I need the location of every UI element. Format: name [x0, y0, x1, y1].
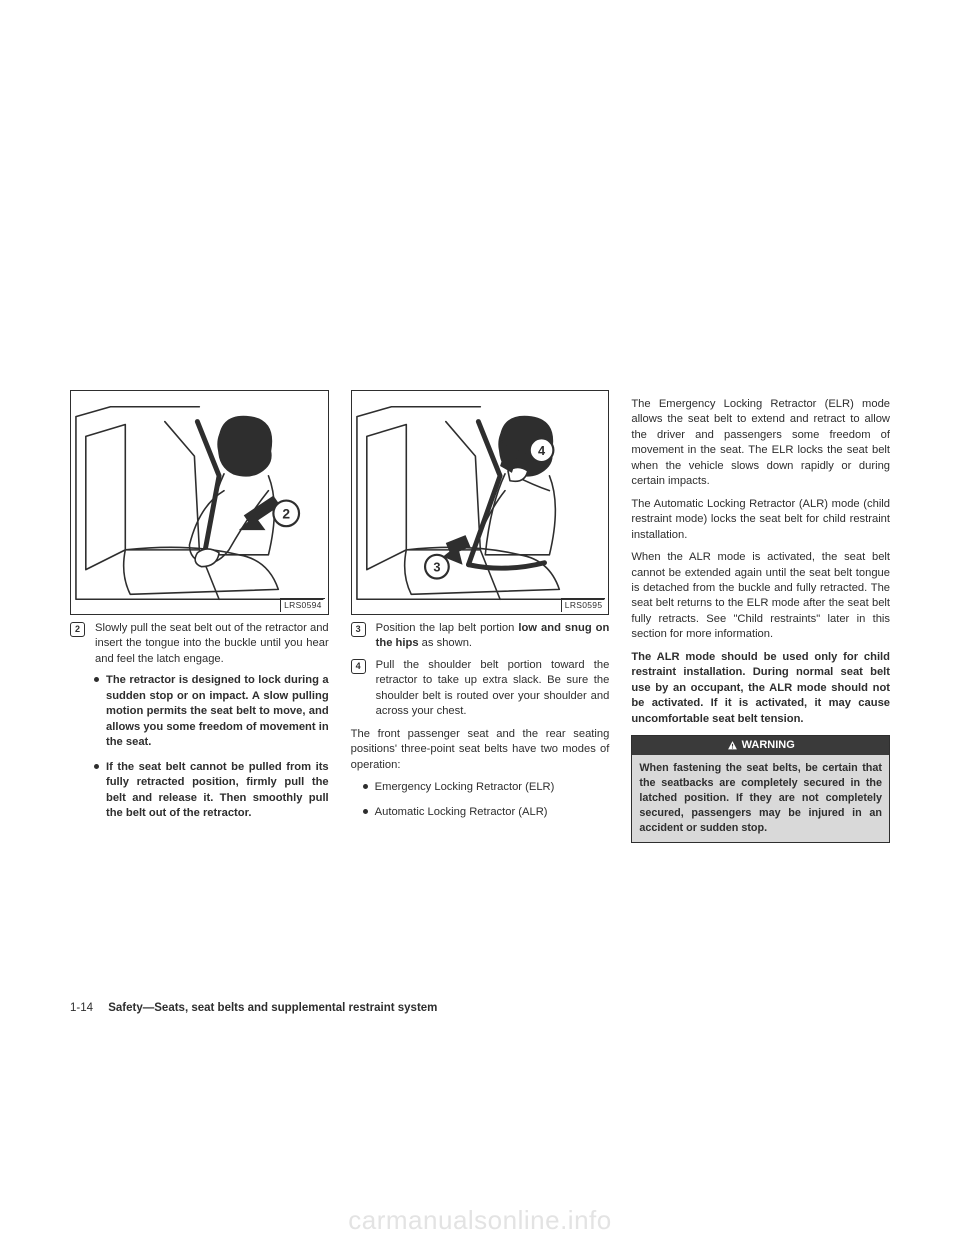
step-number-4: 4 — [351, 659, 366, 674]
step-4-text: Pull the shoulder belt portion toward th… — [376, 658, 610, 720]
step-2-text: Slowly pull the seat belt out of the ret… — [95, 621, 329, 667]
step-number-3: 3 — [351, 622, 366, 637]
modes-intro: The front passenger seat and the rear se… — [351, 727, 610, 773]
step-4: 4 Pull the shoulder belt portion toward … — [351, 658, 610, 720]
warning-header: WARNING — [632, 736, 889, 755]
three-column-layout: 2 LRS0594 2 Slowly pull the seat belt ou… — [70, 390, 890, 843]
step3-pre: Position the lap belt portion — [376, 622, 519, 634]
section-title: Safety—Seats, seat belts and supplementa… — [108, 1002, 437, 1014]
column-left: 2 LRS0594 2 Slowly pull the seat belt ou… — [70, 390, 329, 843]
bullet-belt-retracted: If the seat belt cannot be pulled from i… — [94, 760, 329, 822]
figure-code-middle: LRS0595 — [561, 598, 606, 612]
bullet-elr: Emergency Locking Retractor (ELR) — [363, 780, 610, 795]
step-number-2: 2 — [70, 622, 85, 637]
page-number: 1-14 — [70, 1002, 93, 1014]
elr-paragraph: The Emergency Locking Retractor (ELR) mo… — [631, 397, 890, 490]
warning-title: WARNING — [742, 738, 795, 753]
figure-middle: 3 4 LRS0595 — [351, 390, 610, 615]
page-footer: 1-14 Safety—Seats, seat belts and supple… — [70, 1002, 437, 1014]
figure-code-left: LRS0594 — [280, 598, 325, 612]
warning-icon — [727, 740, 738, 751]
callout-number-2: 2 — [282, 505, 290, 521]
left-bullets: The retractor is designed to lock during… — [94, 673, 329, 821]
alr-activated-paragraph: When the ALR mode is activated, the seat… — [631, 550, 890, 643]
callout-number-3: 3 — [433, 560, 440, 575]
seatbelt-adjust-illustration: 3 4 — [352, 391, 609, 614]
column-middle: 3 4 LRS0595 3 Position the lap belt port… — [351, 390, 610, 843]
warning-body: When fastening the seat belts, be certai… — [632, 755, 889, 841]
step-2: 2 Slowly pull the seat belt out of the r… — [70, 621, 329, 667]
mode-bullets: Emergency Locking Retractor (ELR) Automa… — [363, 780, 610, 820]
bullet-alr: Automatic Locking Retractor (ALR) — [363, 805, 610, 820]
watermark: carmanualsonline.info — [0, 1205, 960, 1236]
page-content: 2 LRS0594 2 Slowly pull the seat belt ou… — [70, 390, 890, 843]
step-3: 3 Position the lap belt portion low and … — [351, 621, 610, 652]
seatbelt-insert-illustration: 2 — [71, 391, 328, 614]
column-right: The Emergency Locking Retractor (ELR) mo… — [631, 390, 890, 843]
figure-left: 2 LRS0594 — [70, 390, 329, 615]
step3-post: as shown. — [419, 637, 472, 649]
warning-box: WARNING When fastening the seat belts, b… — [631, 735, 890, 843]
step-3-text: Position the lap belt portion low and sn… — [376, 621, 610, 652]
bullet-retractor-lock: The retractor is designed to lock during… — [94, 673, 329, 750]
alr-bold-notice: The ALR mode should be used only for chi… — [631, 650, 890, 727]
callout-number-4: 4 — [538, 443, 546, 458]
alr-paragraph: The Automatic Locking Retractor (ALR) mo… — [631, 497, 890, 543]
